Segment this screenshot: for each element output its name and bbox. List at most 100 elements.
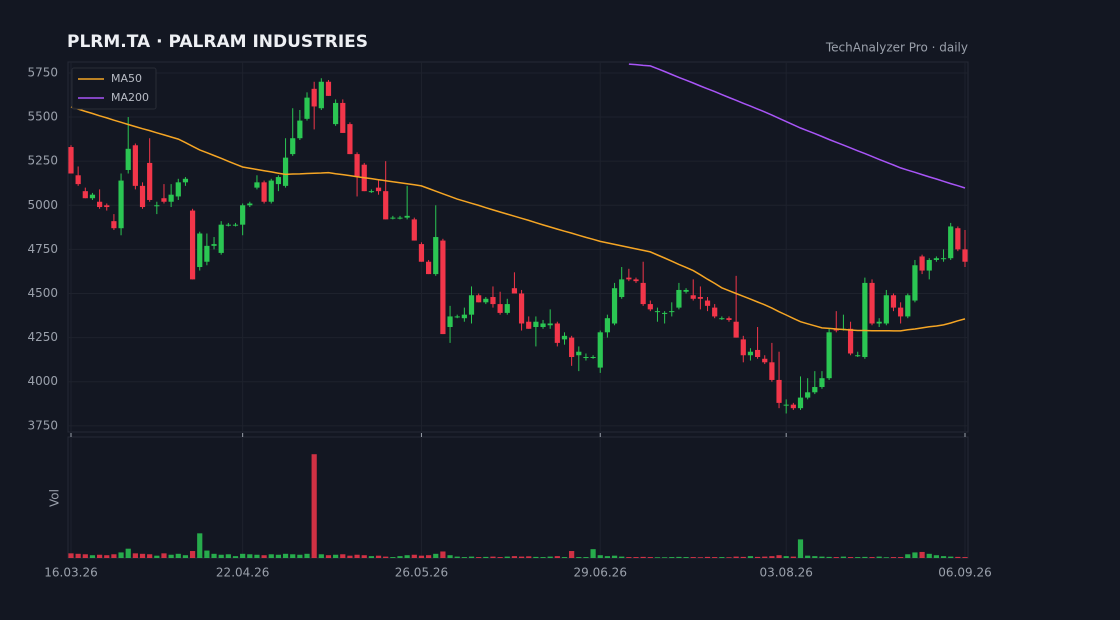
volume-bar	[297, 554, 303, 558]
volume-bar	[375, 555, 382, 558]
candle-body	[476, 295, 482, 303]
candle-body	[368, 191, 374, 193]
candle-body	[433, 237, 439, 275]
candle-body	[883, 295, 889, 324]
volume-bar	[168, 554, 174, 558]
candle-body	[125, 148, 131, 170]
candle-body	[75, 175, 81, 185]
candle-body	[397, 217, 403, 219]
candle-body	[805, 392, 811, 398]
candle-body	[404, 215, 410, 218]
candle-body	[948, 226, 954, 259]
candle-body	[218, 224, 224, 253]
volume-bar	[826, 556, 832, 558]
volume-bar	[247, 554, 253, 558]
candle-body	[189, 210, 196, 280]
candle-body	[490, 297, 496, 305]
candle-body	[554, 323, 560, 343]
volume-bar	[962, 557, 968, 558]
volume-bar	[440, 551, 446, 558]
candle-body	[261, 182, 267, 202]
candle-body	[68, 147, 74, 174]
candle-body	[547, 323, 553, 326]
volume-bar	[719, 557, 725, 558]
candle-body	[576, 351, 582, 356]
candle-body	[197, 233, 203, 268]
volume-bar	[948, 556, 954, 558]
volume-bar	[747, 556, 754, 558]
volume-bar	[204, 550, 210, 558]
candle-body	[225, 224, 231, 226]
y-tick-label: 4500	[27, 286, 58, 300]
volume-axis-label: Vol	[48, 489, 62, 507]
volume-bar	[526, 556, 532, 558]
volume-bar	[390, 557, 396, 558]
candle-body	[812, 387, 818, 393]
volume-bar	[311, 454, 317, 558]
candle-body	[940, 258, 947, 260]
volume-bar	[483, 556, 489, 558]
volume-bar	[840, 556, 847, 558]
volume-bar	[933, 555, 939, 558]
volume-bar	[504, 556, 510, 558]
volume-bar	[912, 552, 918, 558]
volume-bar	[82, 554, 88, 558]
y-tick-label: 5500	[27, 110, 58, 124]
candle-body	[797, 397, 804, 409]
candle-body	[418, 244, 425, 262]
candle-body	[876, 321, 882, 324]
candle-body	[497, 304, 503, 313]
volume-bar	[869, 557, 875, 558]
candle-body	[247, 203, 253, 206]
volume-bar	[368, 556, 374, 558]
volume-bar	[132, 553, 138, 558]
candle-body	[111, 221, 117, 229]
x-tick-label: 16.03.26	[44, 566, 97, 580]
y-tick-label: 4750	[27, 242, 58, 256]
volume-bar	[540, 557, 546, 558]
price-marks	[68, 63, 968, 414]
candle-body	[890, 295, 897, 308]
volume-bar	[554, 556, 560, 558]
legend-label: MA50	[111, 72, 142, 85]
volume-bar	[740, 556, 746, 558]
volume-bar	[812, 556, 818, 558]
volume-bar	[783, 556, 789, 558]
volume-bar	[712, 557, 718, 558]
candle-body	[333, 102, 339, 125]
candle-body	[712, 307, 718, 317]
candle-body	[619, 279, 625, 298]
volume-bar	[726, 557, 732, 558]
volume-bar	[218, 554, 224, 558]
candle-body	[869, 282, 875, 324]
candle-body	[454, 316, 460, 318]
volume-bar	[290, 554, 296, 558]
volume-bar	[697, 557, 703, 558]
volume-bar	[883, 557, 889, 558]
volume-bar	[411, 554, 417, 558]
candle-body	[819, 378, 825, 388]
x-tick-label: 06.09.26	[938, 566, 991, 580]
candle-body	[654, 311, 661, 313]
volume-bar	[68, 553, 74, 558]
candle-body	[275, 177, 282, 185]
candle-body	[526, 321, 532, 329]
candle-body	[583, 357, 589, 359]
volume-bar	[225, 554, 231, 558]
candle-body	[926, 259, 932, 271]
candle-body	[154, 205, 160, 207]
volume-bar	[433, 553, 439, 558]
candle-body	[132, 145, 138, 186]
volume-bar	[354, 554, 360, 558]
volume-bar	[855, 557, 861, 558]
x-tick-label: 29.06.26	[574, 566, 627, 580]
volume-panel	[67, 436, 969, 559]
candle-body	[168, 194, 174, 202]
candle-body	[268, 180, 274, 202]
volume-bar	[776, 555, 782, 558]
candle-body	[175, 182, 181, 197]
volume-bar	[175, 553, 181, 558]
volume-bar	[518, 556, 525, 558]
